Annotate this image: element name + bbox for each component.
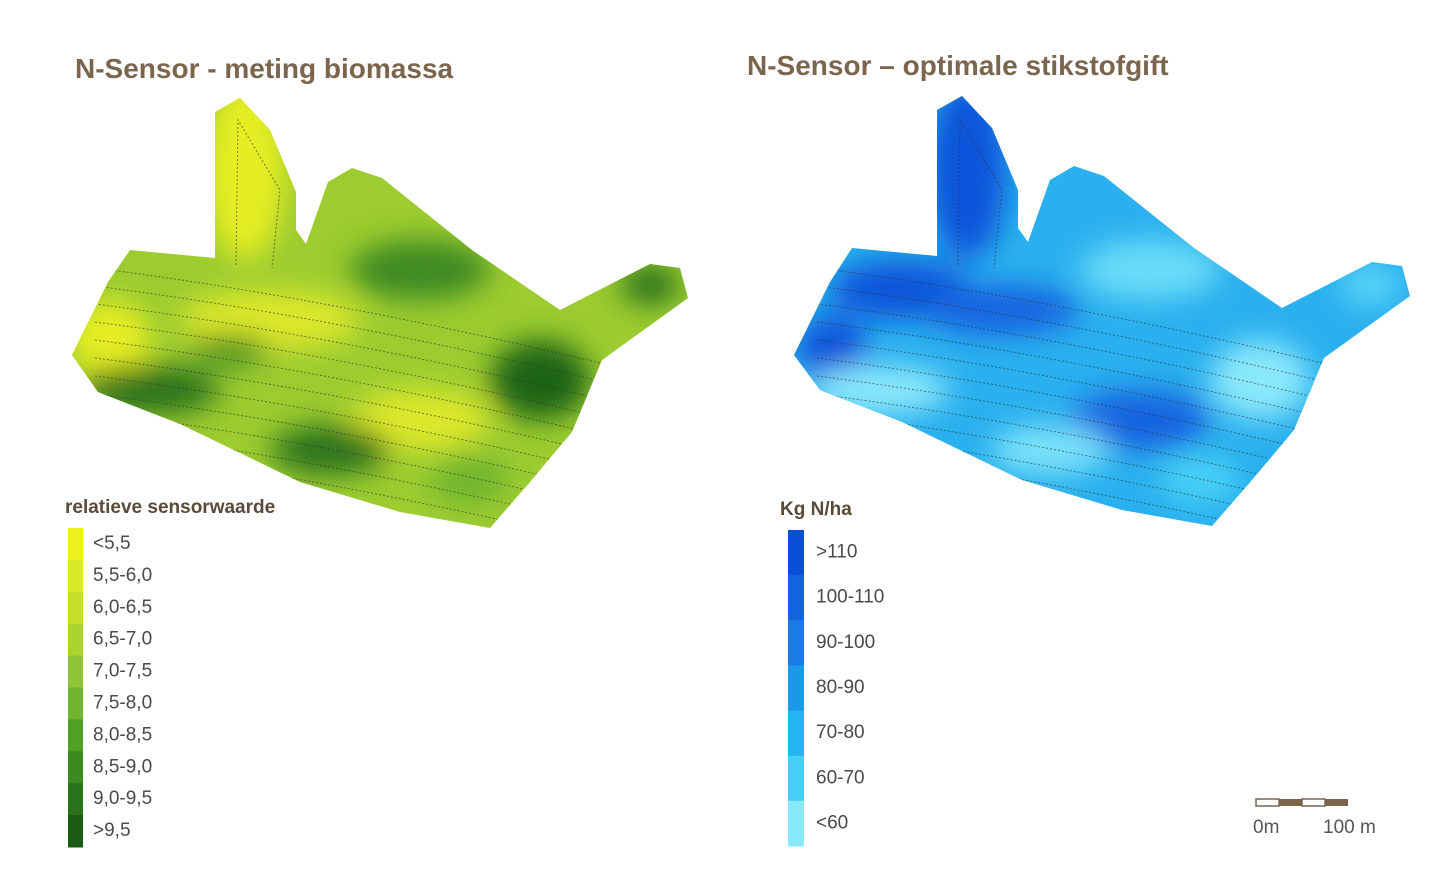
tramline	[235, 118, 281, 269]
legend-swatch	[788, 665, 804, 712]
legend-label: 6,0-6,5	[93, 597, 152, 618]
legend-title: relatieve sensorwaarde	[65, 497, 275, 518]
scale-bar: 0m 100 m	[1253, 798, 1376, 838]
legend-swatch	[788, 620, 804, 666]
legend-label: >9,5	[93, 820, 131, 841]
map-title: N-Sensor - meting biomassa	[75, 53, 454, 84]
legend-label: <60	[816, 812, 848, 833]
tramlines	[94, 118, 1323, 528]
legend-label: 9,0-9,5	[93, 788, 152, 809]
legend-swatch	[68, 815, 83, 848]
legend-swatch	[788, 710, 804, 757]
legend-swatch	[68, 719, 83, 752]
legend-label: 70-80	[816, 722, 865, 743]
tramline	[957, 118, 1003, 269]
legend-label: 8,0-8,5	[93, 724, 152, 745]
legend-label: 100-110	[816, 587, 884, 608]
legend-label: 5,5-6,0	[93, 565, 152, 586]
legend-label: >110	[816, 542, 857, 563]
legend-title: Kg N/ha	[780, 499, 852, 520]
nitrogen-map	[794, 96, 1410, 526]
scale-label: 100 m	[1323, 817, 1376, 838]
legend-swatch	[68, 751, 83, 784]
legend-swatch	[68, 623, 83, 657]
legend-swatch	[788, 755, 804, 802]
legend-swatch	[68, 655, 83, 688]
legend-label: <5,5	[93, 533, 131, 554]
legend: Kg N/ha >110 100-110 90-100 80-90 70-80 60-70 <…	[780, 499, 884, 847]
tramline-group	[94, 118, 601, 528]
legend-label: 80-90	[816, 677, 865, 698]
legend-swatch	[788, 575, 804, 621]
legend-label: 7,5-8,0	[93, 692, 152, 713]
legend-label: 8,5-9,0	[93, 756, 152, 777]
legend-swatch	[788, 530, 804, 576]
map-title: N-Sensor – optimale stikstofgift	[747, 50, 1169, 81]
legend-swatch	[68, 687, 83, 720]
scale-label: 0m	[1253, 817, 1279, 838]
legend-label: 6,5-7,0	[93, 629, 152, 650]
legend-swatch	[68, 528, 83, 561]
tramline	[816, 483, 1323, 526]
legend: relatieve sensorwaarde <5,5 5,5-6,0 6,0-6,5…	[65, 497, 275, 848]
tramline-group	[816, 118, 1323, 526]
biomass-map	[72, 98, 688, 528]
legend-label: 90-100	[816, 632, 875, 653]
legend-label: 60-70	[816, 767, 865, 788]
legend-swatch	[68, 783, 83, 816]
legend-swatch	[788, 800, 804, 847]
legend-swatch	[68, 591, 83, 625]
legend-swatch	[68, 559, 83, 593]
legend-label: 7,0-7,5	[93, 661, 152, 682]
